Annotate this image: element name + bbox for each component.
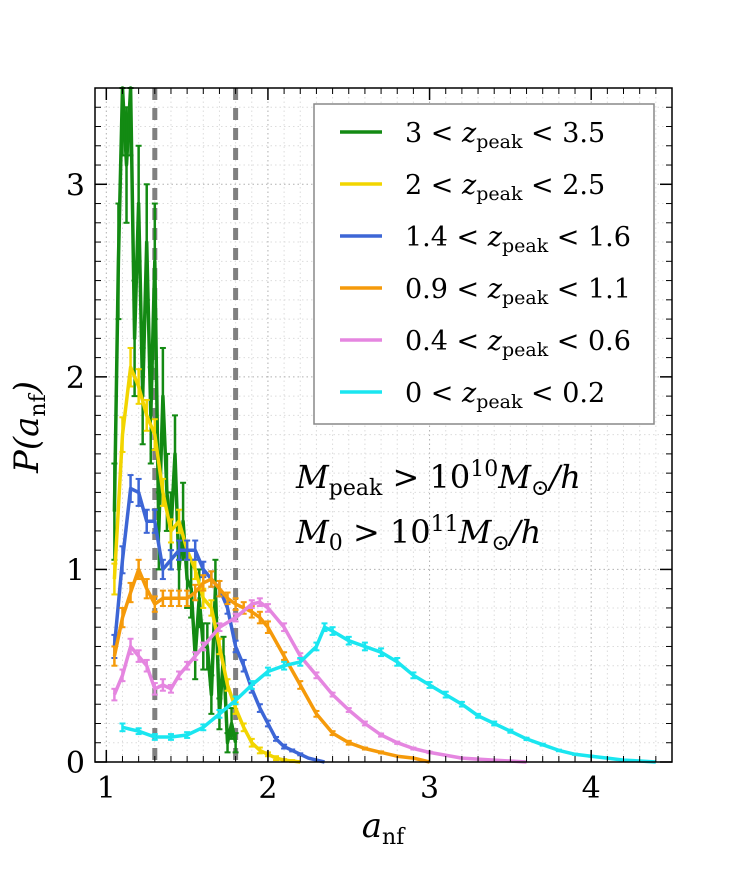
y-tick-label: 0 (66, 746, 85, 781)
legend-entry: 0.9 < zpeak < 1.1 (340, 274, 631, 309)
x-tick-label: 2 (258, 771, 277, 806)
legend-box (313, 103, 655, 425)
y-tick-label: 1 (66, 553, 85, 588)
series-5 (119, 622, 656, 764)
series-group (111, 86, 656, 764)
plot-frame (94, 87, 673, 763)
x-tick-label: 1 (97, 771, 116, 806)
series-line (112, 365, 301, 764)
series-0 (111, 86, 239, 754)
legend-entry: 2 < zpeak < 2.5 (340, 170, 605, 205)
legend-label: 3 < zpeak < 3.5 (405, 118, 605, 153)
legend-label: 1.4 < zpeak < 1.6 (405, 222, 631, 257)
annotation-text: M0 > 1011M⊙/h (295, 512, 541, 556)
legend-entry: 0.4 < zpeak < 0.6 (340, 326, 631, 361)
legend-label: 0 < zpeak < 0.2 (405, 378, 605, 413)
y-tick-label: 3 (66, 168, 85, 203)
legend-entry: 3 < zpeak < 3.5 (340, 118, 605, 153)
x-tick-label: 4 (582, 771, 601, 806)
legend: 3 < zpeak < 3.5 2 < zpeak < 2.5 1.4 < zpea… (313, 103, 655, 425)
series-line (112, 567, 431, 764)
x-tick-label: 3 (420, 771, 439, 806)
legend-label: 2 < zpeak < 2.5 (405, 170, 605, 205)
legend-label: 0.4 < zpeak < 0.6 (405, 326, 631, 361)
y-tick-label: 2 (66, 361, 85, 396)
y-axis-label: P(anf) (7, 381, 51, 474)
x-axis-label: anf (362, 806, 406, 850)
series-3 (111, 558, 431, 764)
series-1 (111, 346, 301, 764)
annotations: Mpeak > 1010M⊙/h M0 > 1011M⊙/h (295, 457, 581, 556)
legend-entry: 1.4 < zpeak < 1.6 (340, 222, 631, 257)
legend-entry: 0 < zpeak < 0.2 (340, 378, 605, 413)
legend-label: 0.9 < zpeak < 1.1 (405, 274, 631, 309)
annotation-text: Mpeak > 1010M⊙/h (295, 457, 581, 501)
